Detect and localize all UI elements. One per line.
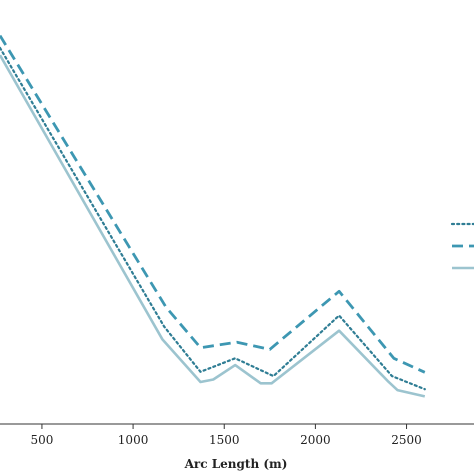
- x-axis-title: Arc Length (m): [184, 457, 288, 471]
- x-ticks: 500 1000 1500 2000 2500: [30, 424, 422, 447]
- x-tick-label: 2000: [300, 433, 331, 447]
- x-tick-label: 1500: [209, 433, 240, 447]
- series-line-dotted: [0, 46, 426, 391]
- x-tick-label: 1000: [118, 433, 149, 447]
- series-line-solid: [0, 54, 426, 398]
- series-line-dashed: [0, 34, 426, 374]
- x-tick-label: 2500: [391, 433, 422, 447]
- legend: [450, 222, 474, 270]
- x-tick-label: 500: [30, 433, 53, 447]
- series-layer: [0, 34, 426, 398]
